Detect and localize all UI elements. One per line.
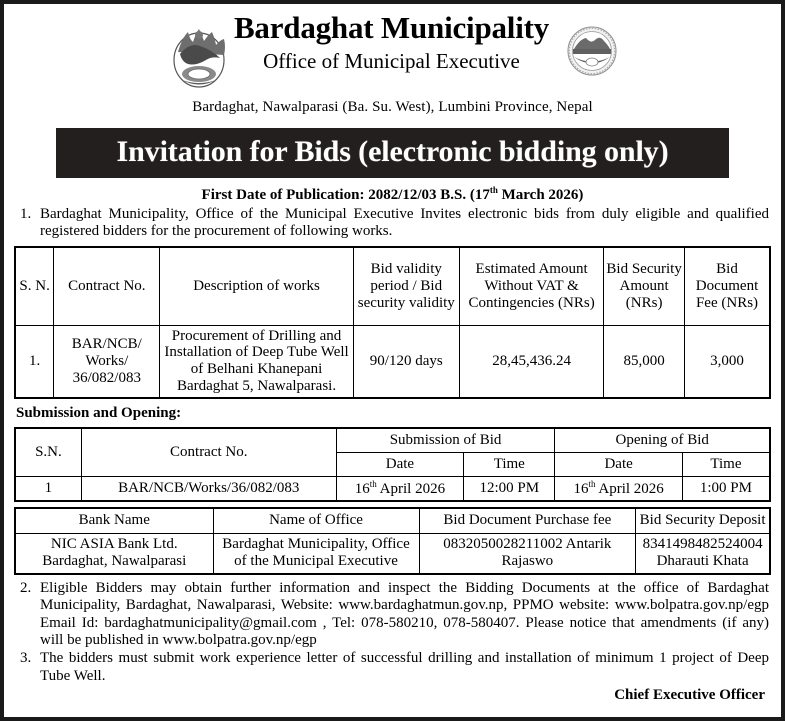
col-description: Description of works (159, 246, 354, 326)
cell-bid-document-fee: 3,000 (683, 324, 771, 398)
header-text-block: Bardaghat Municipality Office of Municip… (230, 10, 553, 74)
col-open-date: Date (554, 451, 683, 477)
cell-sub-date: 16th April 2026 (335, 475, 465, 501)
cell-bank-name: NIC ASIA Bank Ltd. Bardaghat, Nawalparas… (15, 532, 214, 574)
submission-table: S.N. Contract No. Submission of Bid Open… (15, 427, 771, 501)
works-table-header-row: S. N. Contract No. Description of works … (14, 246, 771, 326)
clause-1-number: 1. (20, 206, 32, 222)
clause-3-text: The bidders must submit work experience … (40, 650, 769, 684)
clause-3-number: 3. (20, 650, 32, 667)
cell-purchase-fee: 0832050028211002 Antarik Rajaswo (418, 532, 637, 574)
col-bank-name: Bank Name (15, 507, 214, 534)
publication-date-label: First Date of Publication: 2082/12/03 B.… (201, 187, 490, 203)
col-bid-validity: Bid validity period / Bid security valid… (352, 246, 460, 326)
submission-header-row-1: S.N. Contract No. Submission of Bid Open… (15, 427, 770, 477)
works-table: S. N. Contract No. Description of works … (14, 246, 771, 398)
sub-date-ordinal: th (369, 478, 377, 489)
cell-security-deposit: 8341498482524004 Dharauti Khata (635, 532, 770, 574)
col-purchase-fee: Bid Document Purchase fee (418, 507, 637, 534)
submission-table-wrapper: S.N. Contract No. Submission of Bid Open… (14, 426, 771, 502)
signature-line: Chief Executive Officer (614, 687, 765, 704)
col-sn: S. N. (14, 246, 55, 326)
publication-date: First Date of Publication: 2082/12/03 B.… (14, 185, 771, 204)
bardaghat-municipality-seal-icon (567, 26, 617, 76)
table-row: NIC ASIA Bank Ltd. Bardaghat, Nawalparas… (15, 532, 770, 574)
col-sub-contract-no: Contract No. (80, 427, 337, 477)
cell-open-time: 1:00 PM (681, 475, 771, 501)
open-date-tail: April 2026 (595, 480, 664, 497)
sub-date-tail: April 2026 (376, 480, 446, 497)
submission-section-label: Submission and Opening: (16, 404, 182, 421)
col-bid-security-amount: Bid Security Amount (NRs) (603, 246, 685, 326)
clause-2-text: Eligible Bidders may obtain further info… (40, 579, 769, 648)
organization-address: Bardaghat, Nawalparasi (Ba. Su. West), L… (192, 99, 593, 115)
notice-title-banner: Invitation for Bids (electronic bidding … (56, 128, 729, 178)
cell-estimated-amount: 28,45,436.24 (458, 324, 605, 398)
cell-office-name: Bardaghat Municipality, Office of the Mu… (212, 532, 420, 574)
col-sub-date: Date (335, 451, 465, 477)
nepal-government-emblem-icon (168, 16, 230, 90)
bank-table-wrapper: Bank Name Name of Office Bid Document Pu… (14, 506, 771, 575)
col-open-time: Time (681, 451, 771, 477)
col-contract-no: Contract No. (53, 246, 161, 326)
cell-open-date: 16th April 2026 (554, 475, 683, 501)
clause-2-number: 2. (20, 579, 32, 596)
col-security-deposit: Bid Security Deposit (635, 507, 770, 534)
office-name: Office of Municipal Executive (263, 48, 520, 73)
sub-date-num: 16 (354, 480, 370, 497)
publication-date-ordinal: th (489, 185, 498, 195)
works-table-wrapper: S. N. Contract No. Description of works … (14, 245, 771, 399)
open-date-ordinal: th (588, 478, 596, 489)
cell-bid-security-amount: 85,000 (603, 324, 685, 398)
col-bid-document-fee: Bid Document Fee (NRs) (683, 246, 771, 326)
clause-2: 2. Eligible Bidders may obtain further i… (14, 580, 771, 650)
col-office-name: Name of Office (212, 507, 420, 534)
clause-3: 3. The bidders must submit work experien… (14, 650, 771, 685)
bank-table-header-row: Bank Name Name of Office Bid Document Pu… (15, 507, 770, 534)
table-row: 1. BAR/NCB/ Works/ 36/082/083 Procuremen… (14, 324, 771, 398)
publication-date-tail: March 2026) (497, 187, 584, 203)
cell-sub-time: 12:00 PM (463, 475, 556, 501)
clause-1: 1. Bardaghat Municipality, Office of the… (14, 206, 771, 241)
organization-name: Bardaghat Municipality (233, 10, 550, 45)
clause-1-text: Bardaghat Municipality, Office of the Mu… (40, 206, 769, 240)
col-estimated-amount: Estimated Amount Without VAT & Contingen… (458, 246, 605, 326)
col-opening-of-bid: Opening of Bid (554, 427, 770, 453)
col-sub-time: Time (463, 451, 556, 477)
col-sub-sn: S.N. (15, 427, 82, 477)
cell-sub-sn: 1 (15, 475, 82, 501)
cell-sn: 1. (14, 324, 55, 398)
table-row: 1 BAR/NCB/Works/36/082/083 16th April 20… (15, 475, 771, 501)
submission-header-row-2: Date Time Date Time (16, 451, 771, 477)
cell-sub-contract-no: BAR/NCB/Works/36/082/083 (80, 475, 337, 501)
document-header: Bardaghat Municipality Office of Municip… (14, 8, 771, 90)
open-date-num: 16 (573, 480, 589, 497)
cell-description: Procurement of Drilling and Installation… (159, 324, 354, 398)
cell-contract-no: BAR/NCB/ Works/ 36/082/083 (53, 324, 161, 398)
col-submission-of-bid: Submission of Bid (335, 427, 556, 453)
bank-table: Bank Name Name of Office Bid Document Pu… (15, 507, 770, 574)
cell-bid-validity: 90/120 days (352, 324, 460, 398)
